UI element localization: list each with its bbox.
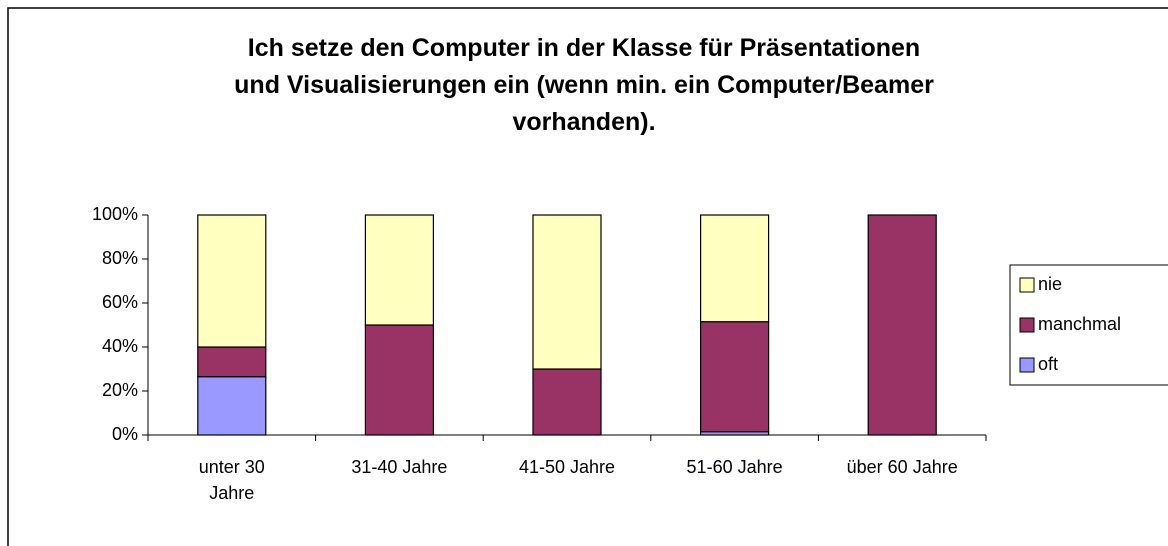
bar-segment [532, 214, 602, 370]
y-tick-label: 20% [102, 380, 138, 400]
y-tick-label: 40% [102, 336, 138, 356]
x-tick-label: unter 30 Jahre [198, 457, 265, 503]
y-tick-label: 100% [92, 204, 138, 224]
legend-swatch [1019, 317, 1035, 333]
chart-title: Ich setze den Computer in der Klasse für… [234, 34, 934, 136]
bar-segment [699, 321, 770, 433]
bar-segment [867, 214, 937, 436]
bar-segment [364, 214, 434, 326]
x-tick-label: 51-60 Jahre [686, 457, 783, 477]
bar-segment [364, 324, 434, 436]
bar-segment [532, 368, 602, 436]
bar-segment [197, 376, 267, 436]
y-tick-label: 0% [112, 424, 138, 444]
legend-box [1009, 264, 1168, 386]
x-tick-label: über 60 Jahre [846, 457, 958, 477]
legend-label: nie [1038, 274, 1062, 294]
legend-swatch [1019, 357, 1035, 373]
x-tick-label: 31-40 Jahre [351, 457, 448, 477]
legend-label: oft [1038, 354, 1058, 374]
bar-segment [699, 214, 770, 323]
y-tick-label: 60% [102, 292, 138, 312]
legend-label: manchmal [1038, 314, 1121, 334]
x-tick-label: 41-50 Jahre [518, 457, 616, 477]
y-tick-label: 80% [102, 248, 138, 268]
bar-segment [197, 214, 267, 348]
bar-segment [197, 346, 267, 378]
legend-swatch [1019, 277, 1035, 293]
